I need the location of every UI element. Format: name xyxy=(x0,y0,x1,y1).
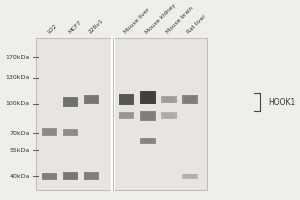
Bar xyxy=(142,92,154,103)
Bar xyxy=(161,96,177,103)
Text: 170kDa: 170kDa xyxy=(6,55,30,60)
Bar xyxy=(64,98,77,106)
Text: 100kDa: 100kDa xyxy=(6,101,30,106)
Bar xyxy=(63,172,78,180)
Text: 40kDa: 40kDa xyxy=(10,174,30,179)
Text: 22Rv1: 22Rv1 xyxy=(88,18,105,35)
Bar xyxy=(142,139,154,143)
Bar xyxy=(84,95,99,104)
Bar xyxy=(42,128,57,136)
Bar xyxy=(163,113,175,118)
Bar xyxy=(161,112,177,119)
Bar xyxy=(140,138,155,144)
Bar xyxy=(182,174,198,179)
Text: 130kDa: 130kDa xyxy=(6,75,30,80)
Text: LO2: LO2 xyxy=(46,23,58,35)
Text: Mouse liver: Mouse liver xyxy=(123,7,151,35)
Bar xyxy=(43,174,56,179)
Bar xyxy=(184,174,196,178)
Bar xyxy=(42,173,57,180)
Bar xyxy=(163,97,175,102)
Bar xyxy=(119,94,134,105)
Text: 70kDa: 70kDa xyxy=(10,131,30,136)
Text: Rat liver: Rat liver xyxy=(186,14,207,35)
Bar xyxy=(121,113,133,118)
Bar xyxy=(85,173,98,179)
Bar xyxy=(63,129,78,136)
Text: HOOK1: HOOK1 xyxy=(268,98,296,107)
Bar xyxy=(184,96,196,103)
Text: 55kDa: 55kDa xyxy=(10,148,30,153)
Text: Mouse brain: Mouse brain xyxy=(165,6,194,35)
Bar xyxy=(182,95,198,104)
Bar xyxy=(85,96,98,103)
Bar xyxy=(43,129,56,135)
Bar xyxy=(121,95,133,104)
Bar xyxy=(84,172,99,180)
Bar xyxy=(142,112,154,120)
Bar xyxy=(140,91,155,104)
Bar xyxy=(64,130,77,135)
Bar xyxy=(36,38,207,190)
Text: Mouse kidney: Mouse kidney xyxy=(144,2,177,35)
Bar xyxy=(140,111,155,121)
Bar xyxy=(119,112,134,119)
Bar xyxy=(64,173,77,179)
Text: MCF7: MCF7 xyxy=(67,20,82,35)
Bar xyxy=(63,97,78,107)
